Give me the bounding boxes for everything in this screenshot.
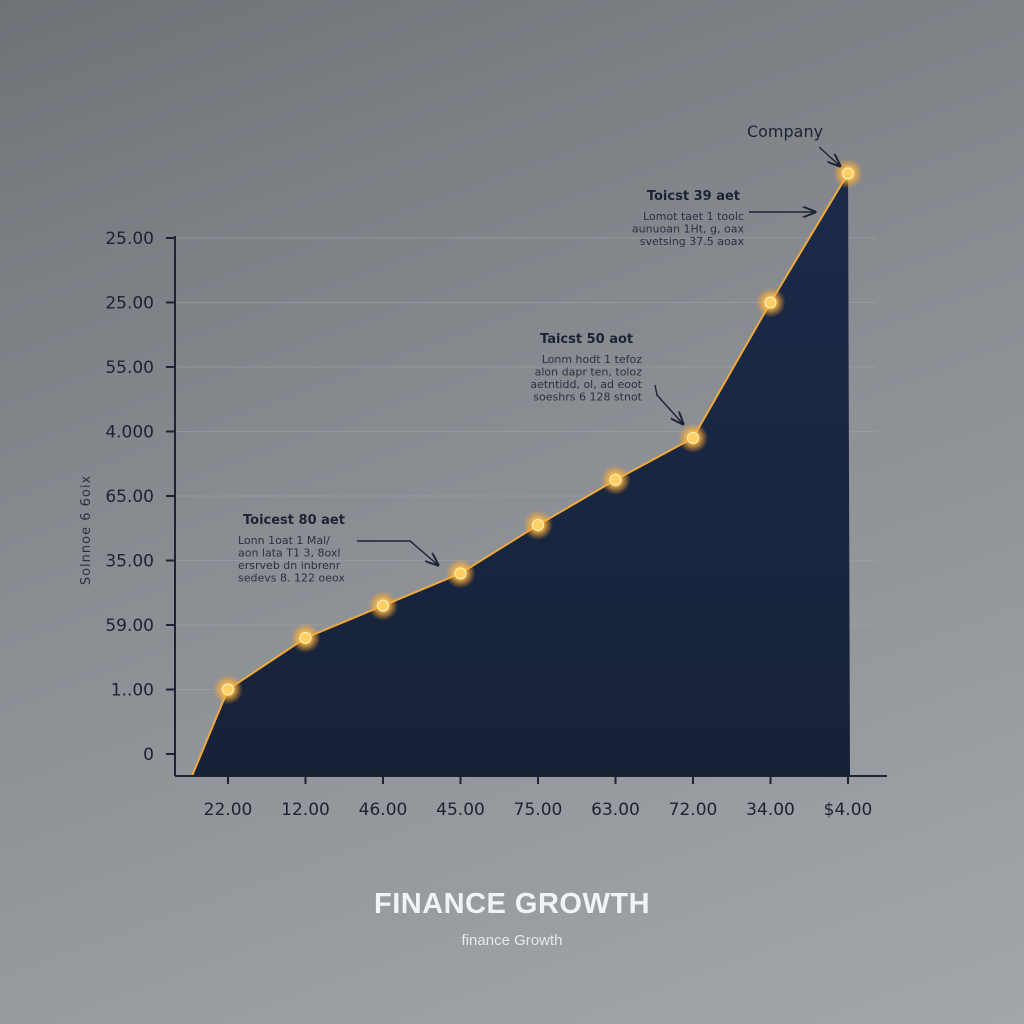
annotation: Toicest 80 aet Lonn 1oat 1 Mal/aon lata T… [238,513,438,585]
data-point [445,558,476,589]
area-fill [192,173,850,776]
data-point [523,510,553,541]
annotation-line: aon lata T1 3, 8oxl [238,547,340,560]
axes [166,236,887,784]
area-series [191,172,850,777]
data-point-dot [609,473,622,486]
x-tick-label: 72.00 [669,800,718,820]
data-point-dot [842,167,854,180]
series-line [191,172,849,777]
annotation-line: aetntidd, ol, ad eoot [530,378,642,391]
y-tick-label: 59.00 [105,616,154,636]
annotation: Company [747,122,840,166]
y-tick-label: 4.000 [105,423,154,443]
data-point-dot [687,431,699,444]
y-axis-label: Solnnoe 6 6oix [79,475,94,585]
y-tick-label: 35.00 [105,552,154,572]
data-point [290,622,321,653]
y-tick-label: 0 [143,745,154,765]
annotation-line: svetsing 37.5 aoax [640,235,745,248]
annotation-line: soeshrs 6 128 stnot [533,391,642,404]
annotation-title: Toicest 80 aet [243,513,345,528]
y-tick-label: 55.00 [105,358,154,378]
y-tick-label: 25.00 [105,294,154,314]
data-point [600,464,631,495]
data-point-dot [454,567,467,580]
x-tick-label: 22.00 [204,800,253,820]
annotation-arrow [818,146,840,166]
data-point-dot [377,599,389,612]
annotation-line: ersrveb dn inbrenr [238,559,341,572]
data-point-dot [222,683,234,696]
x-tick-label: 45.00 [436,800,485,820]
data-point-dot [299,631,312,644]
data-point [213,674,243,705]
x-tick-label: 63.00 [591,800,640,820]
x-tick-label: $4.00 [824,800,873,820]
annotation-line: Lonn 1oat 1 Mal/ [238,534,330,547]
data-point-dot [532,519,544,532]
y-tick-label: 1..00 [111,681,154,701]
annotation-line: Lomot taet 1 toolc [643,210,744,223]
annotation-line: aunuoan 1Ht, g, oax [632,223,745,236]
chart-title: FINANCE GROWTH [373,888,651,920]
y-tick-label: 65.00 [105,487,154,507]
annotations: Toicest 80 aet Lonn 1oat 1 Mal/aon lata T… [238,122,840,585]
data-point [368,590,398,621]
data-point [755,287,786,318]
chart-subtitle: finance Growth [461,932,563,949]
data-points [213,158,863,705]
y-tick-label: 25.00 [105,229,154,249]
x-tick-label: 12.00 [281,800,330,820]
annotation-title: Taicst 50 aot [540,332,633,347]
x-tick-labels: 22.00 12.00 46.00 45.00 75.00 63.00 72.00 34.00… [204,800,873,820]
x-tick-label: 34.00 [746,800,795,820]
x-tick-label: 75.00 [514,800,563,820]
annotation-title: Toicst 39 aet [647,189,740,204]
x-tick-label: 46.00 [359,800,408,820]
annotation-line: sedevs 8. 122 oeox [238,572,345,585]
annotation-title: Company [747,122,823,141]
annotation-line: Lonm hodt 1 tefoz [542,353,643,366]
annotation-arrow [654,384,683,424]
annotation-arrow [357,540,438,565]
data-point [678,422,708,453]
annotation-line: alon dapr ten, toloz [535,366,643,379]
data-point-dot [764,296,777,309]
y-tick-labels: 25.00 25.00 55.00 4.000 65.00 35.00 59.00 1..00… [105,229,154,765]
